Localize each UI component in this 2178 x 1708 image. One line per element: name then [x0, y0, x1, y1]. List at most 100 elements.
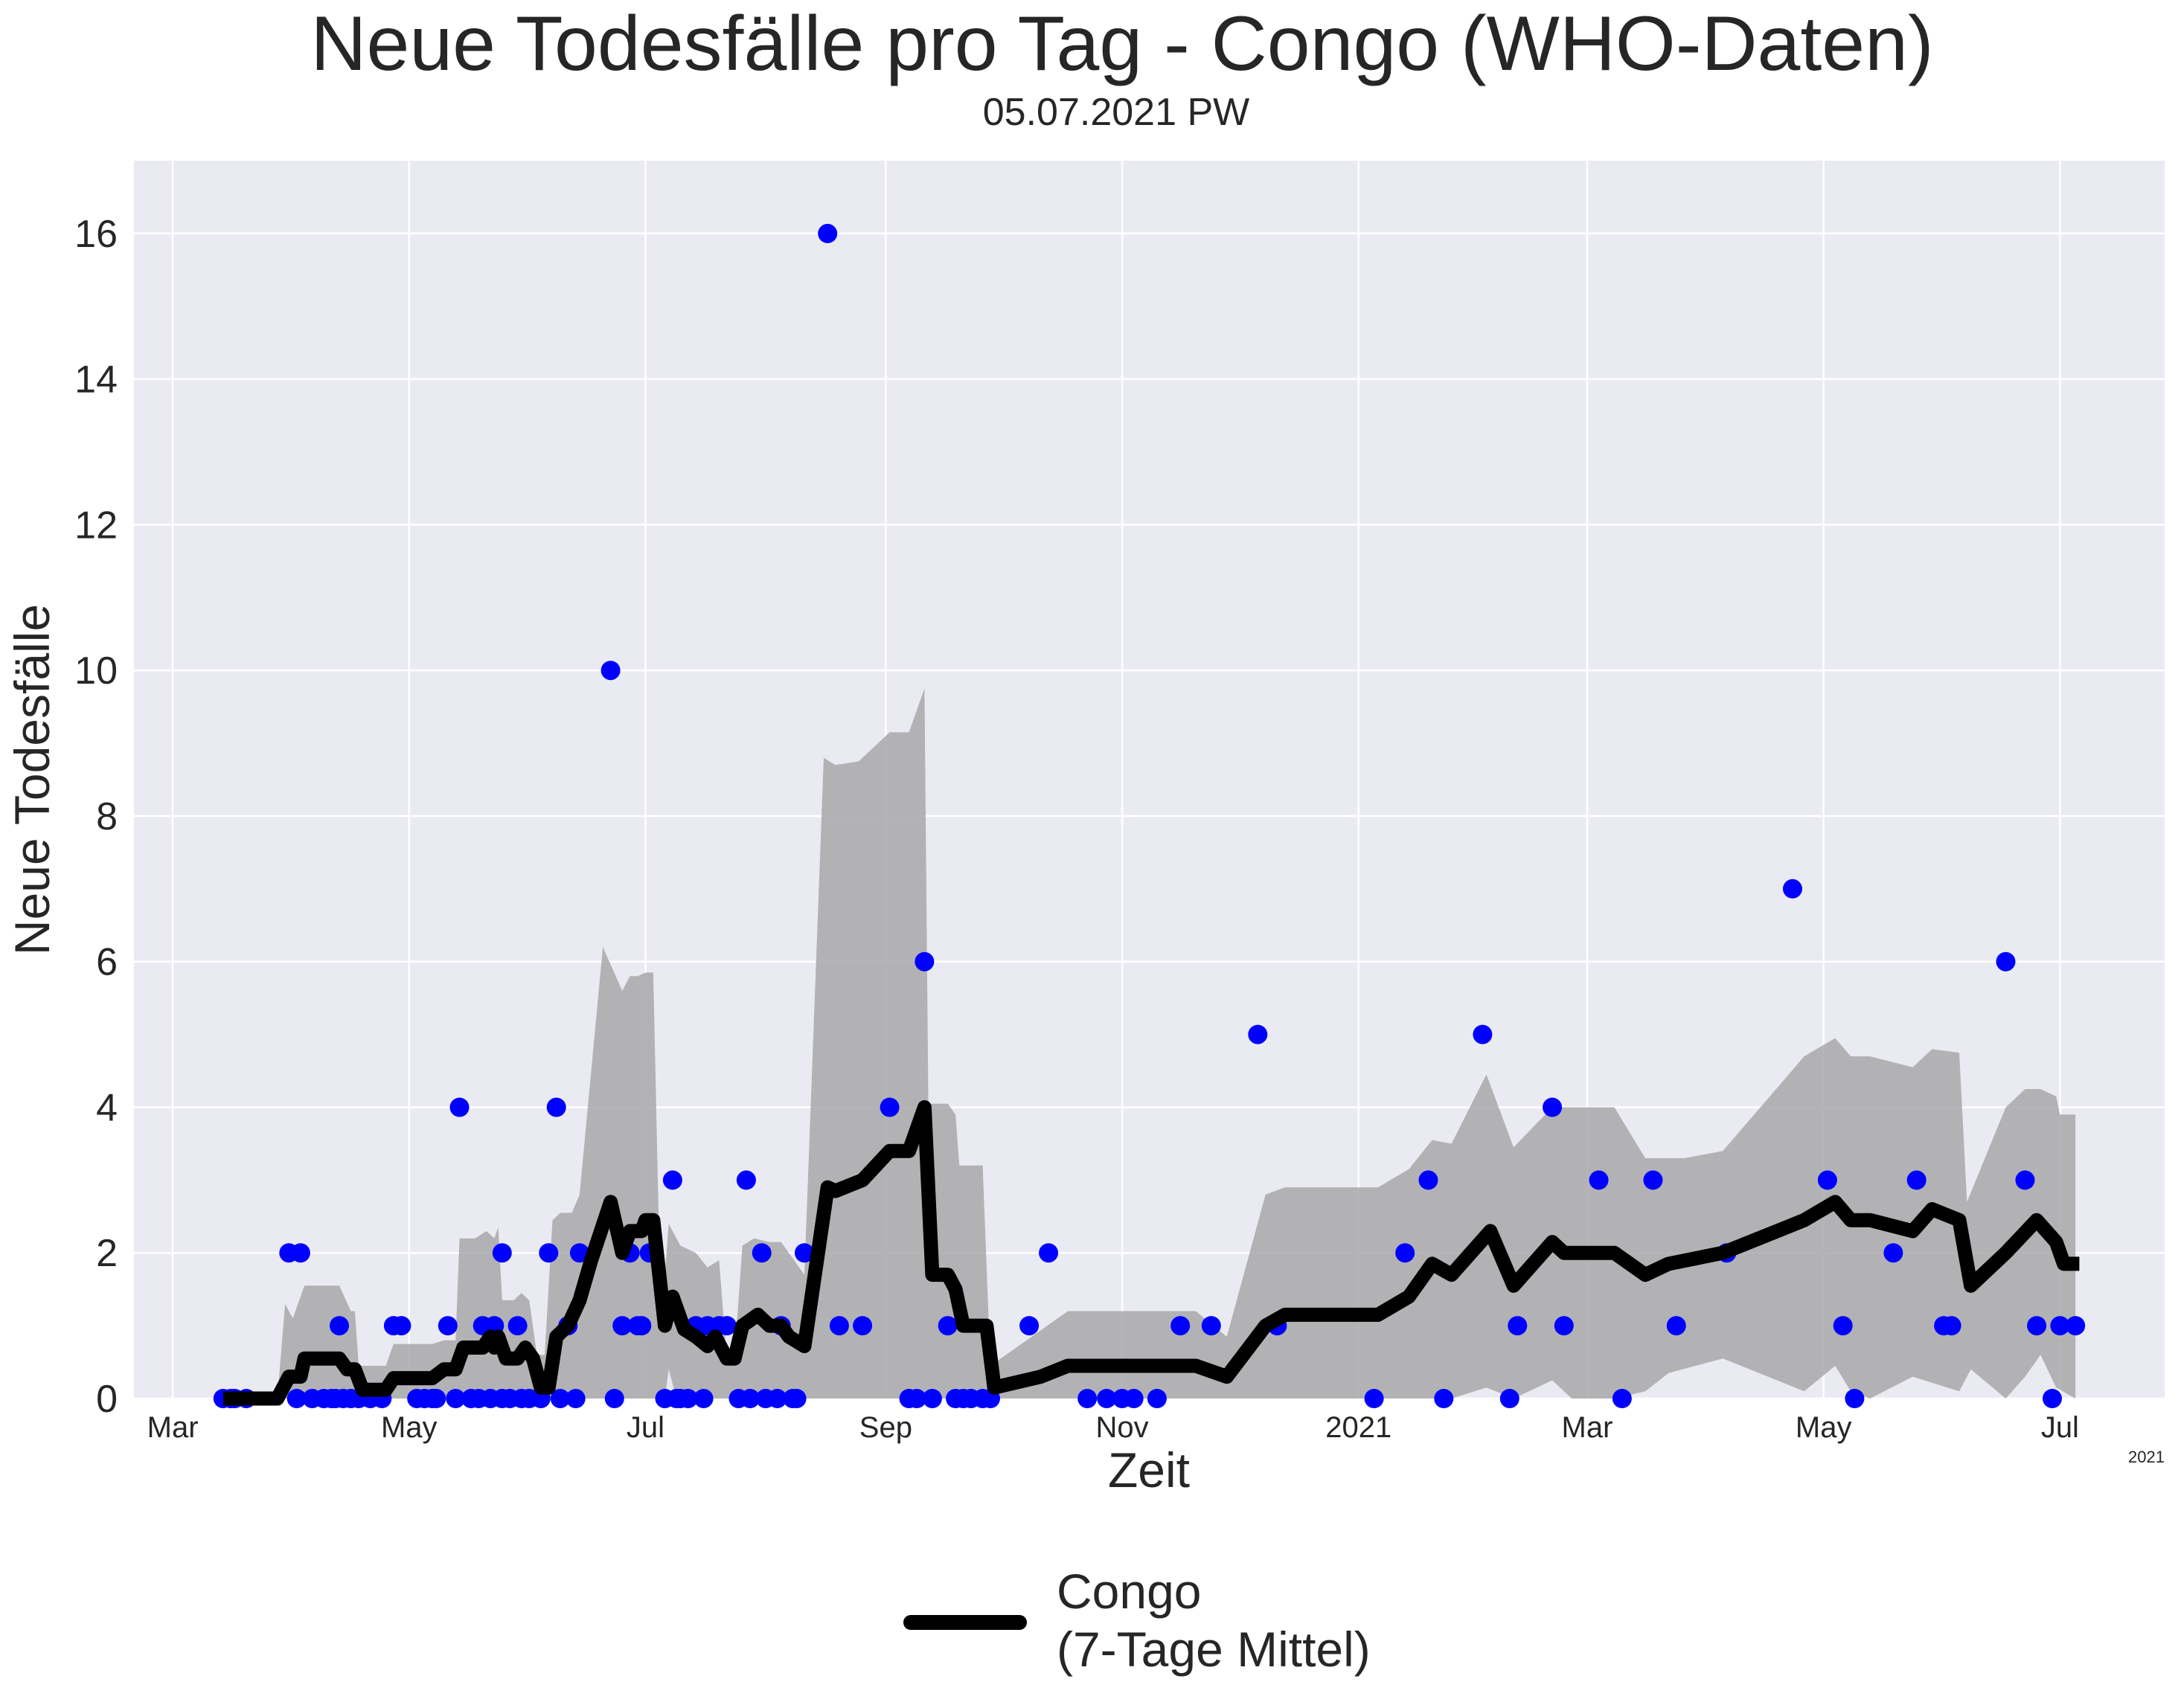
- data-point: [767, 1389, 787, 1408]
- confidence-band: [277, 688, 2076, 1399]
- data-point: [446, 1389, 466, 1408]
- data-point: [787, 1389, 807, 1408]
- legend: Congo (7-Tage Mittel): [903, 1564, 1371, 1677]
- data-point: [915, 951, 935, 972]
- data-point: [818, 223, 838, 243]
- data-point: [286, 1389, 307, 1408]
- y-tick-label: 12: [74, 504, 118, 547]
- data-point: [1817, 1170, 1837, 1190]
- y-axis-ticks: 0 2 4 6 8 10 12 14 16: [74, 213, 118, 1421]
- data-point: [1883, 1243, 1903, 1263]
- data-point: [612, 1316, 632, 1336]
- data-point: [507, 1316, 528, 1336]
- data-point: [426, 1389, 446, 1408]
- chart-title: Neue Todesfälle pro Tag - Congo (WHO-Dat…: [310, 1, 1933, 87]
- y-tick-label: 2: [96, 1232, 118, 1275]
- legend-label: Congo (7-Tage Mittel): [1057, 1564, 1371, 1677]
- x-axis-ticks: Mar May Jul Sep Nov 2021 Mar May Jul: [147, 1411, 2079, 1444]
- data-point: [2066, 1316, 2086, 1336]
- data-point: [1418, 1170, 1438, 1190]
- data-point: [1906, 1170, 1926, 1190]
- data-point: [1395, 1243, 1415, 1263]
- data-point: [391, 1316, 411, 1336]
- data-point: [1201, 1316, 1221, 1336]
- data-point: [546, 1097, 566, 1117]
- data-point: [880, 1097, 900, 1117]
- data-point: [752, 1243, 772, 1263]
- data-point: [1147, 1389, 1167, 1408]
- data-point: [907, 1389, 926, 1408]
- mean-line: [222, 1100, 2080, 1406]
- data-point: [1499, 1389, 1519, 1408]
- data-point: [290, 1243, 310, 1263]
- x-tick-label: Nov: [1095, 1411, 1148, 1444]
- x-tick-label: Mar: [147, 1411, 199, 1444]
- data-point: [853, 1316, 873, 1336]
- x-tick-label: May: [1796, 1411, 1852, 1444]
- data-point: [829, 1316, 849, 1336]
- x-tick-label: Jul: [627, 1411, 664, 1444]
- data-point: [2015, 1170, 2035, 1190]
- data-point: [1124, 1389, 1144, 1408]
- data-point: [1554, 1316, 1574, 1336]
- data-point: [600, 661, 621, 681]
- y-tick-label: 8: [96, 795, 118, 838]
- data-point: [795, 1243, 814, 1263]
- data-point: [1508, 1316, 1528, 1336]
- data-point: [604, 1389, 624, 1408]
- data-point: [330, 1316, 349, 1336]
- data-point: [449, 1097, 470, 1117]
- data-point: [492, 1243, 512, 1263]
- data-point: [1097, 1389, 1117, 1408]
- data-point: [1019, 1316, 1040, 1336]
- data-point: [1248, 1024, 1268, 1044]
- data-point: [1473, 1024, 1493, 1044]
- data-point: [1941, 1316, 1961, 1336]
- data-point: [1996, 951, 2016, 972]
- data-point: [438, 1316, 458, 1336]
- data-point: [539, 1243, 559, 1263]
- data-point: [1039, 1243, 1059, 1263]
- data-point: [736, 1170, 756, 1190]
- y-tick-label: 14: [74, 359, 118, 402]
- data-point: [1845, 1389, 1865, 1408]
- x-tick-label: 2021: [1325, 1411, 1391, 1444]
- data-point: [1589, 1170, 1609, 1190]
- mean-line-path: [222, 1100, 2080, 1406]
- data-point: [566, 1389, 586, 1408]
- x-axis-offset-label: 2021: [2128, 1448, 2165, 1466]
- x-axis-label: Zeit: [1108, 1442, 1190, 1497]
- x-tick-label: Sep: [859, 1411, 912, 1444]
- data-point: [2050, 1316, 2070, 1336]
- grid-lines: [134, 161, 2165, 1400]
- data-point: [938, 1316, 958, 1336]
- chart-subtitle: 05.07.2021 PW: [983, 91, 1249, 134]
- data-point: [1170, 1316, 1191, 1336]
- data-point: [1833, 1316, 1853, 1336]
- data-point: [1077, 1389, 1098, 1408]
- data-point: [1666, 1316, 1686, 1336]
- y-tick-label: 10: [74, 649, 118, 693]
- data-point: [2027, 1316, 2047, 1336]
- x-tick-label: Mar: [1562, 1411, 1613, 1444]
- x-tick-label: Jul: [2041, 1411, 2079, 1444]
- data-point: [1543, 1097, 1563, 1117]
- y-tick-label: 4: [96, 1086, 118, 1129]
- data-point: [1612, 1389, 1632, 1408]
- data-point: [717, 1316, 737, 1336]
- band-area: [277, 688, 2076, 1399]
- data-point: [662, 1170, 682, 1190]
- data-point: [1783, 879, 1802, 899]
- data-point: [1643, 1170, 1663, 1190]
- data-point: [678, 1389, 698, 1408]
- y-tick-label: 0: [96, 1378, 118, 1421]
- data-point: [1364, 1389, 1384, 1408]
- data-point: [550, 1389, 570, 1408]
- data-point: [694, 1389, 714, 1408]
- data-point: [2043, 1389, 2062, 1408]
- data-point: [740, 1389, 760, 1408]
- x-tick-label: May: [381, 1411, 438, 1444]
- y-tick-label: 6: [96, 941, 118, 984]
- y-axis-label: Neue Todesfälle: [4, 604, 60, 955]
